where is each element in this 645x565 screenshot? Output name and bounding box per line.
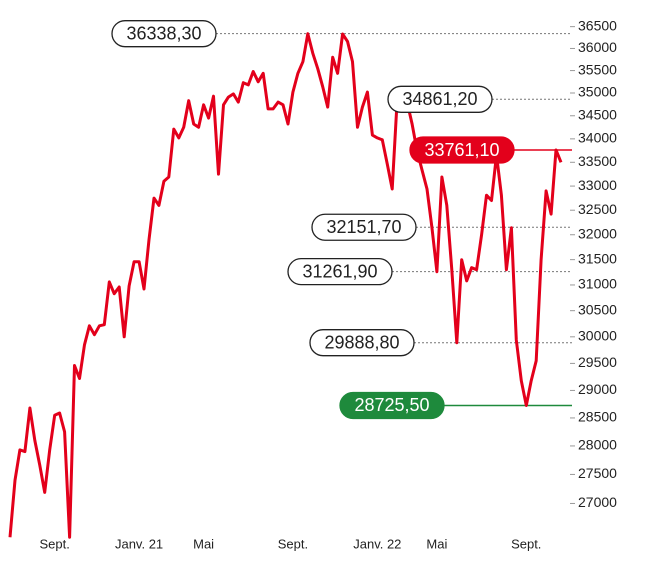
annotation-label: 34861,20 (402, 89, 477, 109)
annotation-label: 28725,50 (354, 395, 429, 415)
y-tick-label: 27500 (578, 465, 617, 481)
y-tick-label: 32000 (578, 225, 617, 241)
y-tick-label: 27000 (578, 494, 617, 510)
y-tick-label: 35000 (578, 84, 617, 100)
y-tick-label: 35500 (578, 61, 617, 77)
y-tick-label: 28500 (578, 409, 617, 425)
annotation-label: 32151,70 (326, 217, 401, 237)
y-tick-label: 28000 (578, 437, 617, 453)
y-tick-label: 32500 (578, 201, 617, 217)
x-tick-label: Janv. 21 (115, 536, 163, 551)
annotation-box (339, 391, 445, 420)
y-tick-label: 29500 (578, 354, 617, 370)
annotation-box (409, 136, 515, 164)
x-tick-label: Janv. 22 (353, 536, 401, 551)
annotation-label: 36338,30 (126, 23, 201, 43)
y-tick-label: 30000 (578, 328, 617, 344)
annotation-label: 33761,10 (424, 140, 499, 160)
line (8, 32, 563, 539)
y-tick-label: 31500 (578, 250, 617, 266)
y-tick-label: 31000 (578, 276, 617, 292)
annotation-box (111, 20, 217, 48)
y-tick-label: 36000 (578, 39, 617, 55)
x-tick-label: Sept. (511, 536, 541, 551)
y-tick-label: 33500 (578, 153, 617, 169)
x-tick-label: Sept. (278, 536, 308, 551)
annotation-box (387, 85, 493, 113)
y-tick-label: 36500 (578, 17, 617, 33)
y-tick-label: 33000 (578, 177, 617, 193)
y-tick-label: 30500 (578, 301, 617, 317)
annotation-label: 29888,80 (324, 332, 399, 352)
annotation-label: 31261,90 (302, 261, 377, 281)
annotation-box (311, 213, 417, 241)
y-tick-label: 29000 (578, 381, 617, 397)
x-tick-label: Mai (193, 536, 214, 551)
annotation-box (309, 329, 415, 357)
y-tick-label: 34500 (578, 106, 617, 122)
x-tick-label: Mai (426, 536, 447, 551)
annotation-box (287, 258, 393, 286)
y-tick-label: 34000 (578, 130, 617, 146)
x-tick-label: Sept. (39, 536, 69, 551)
